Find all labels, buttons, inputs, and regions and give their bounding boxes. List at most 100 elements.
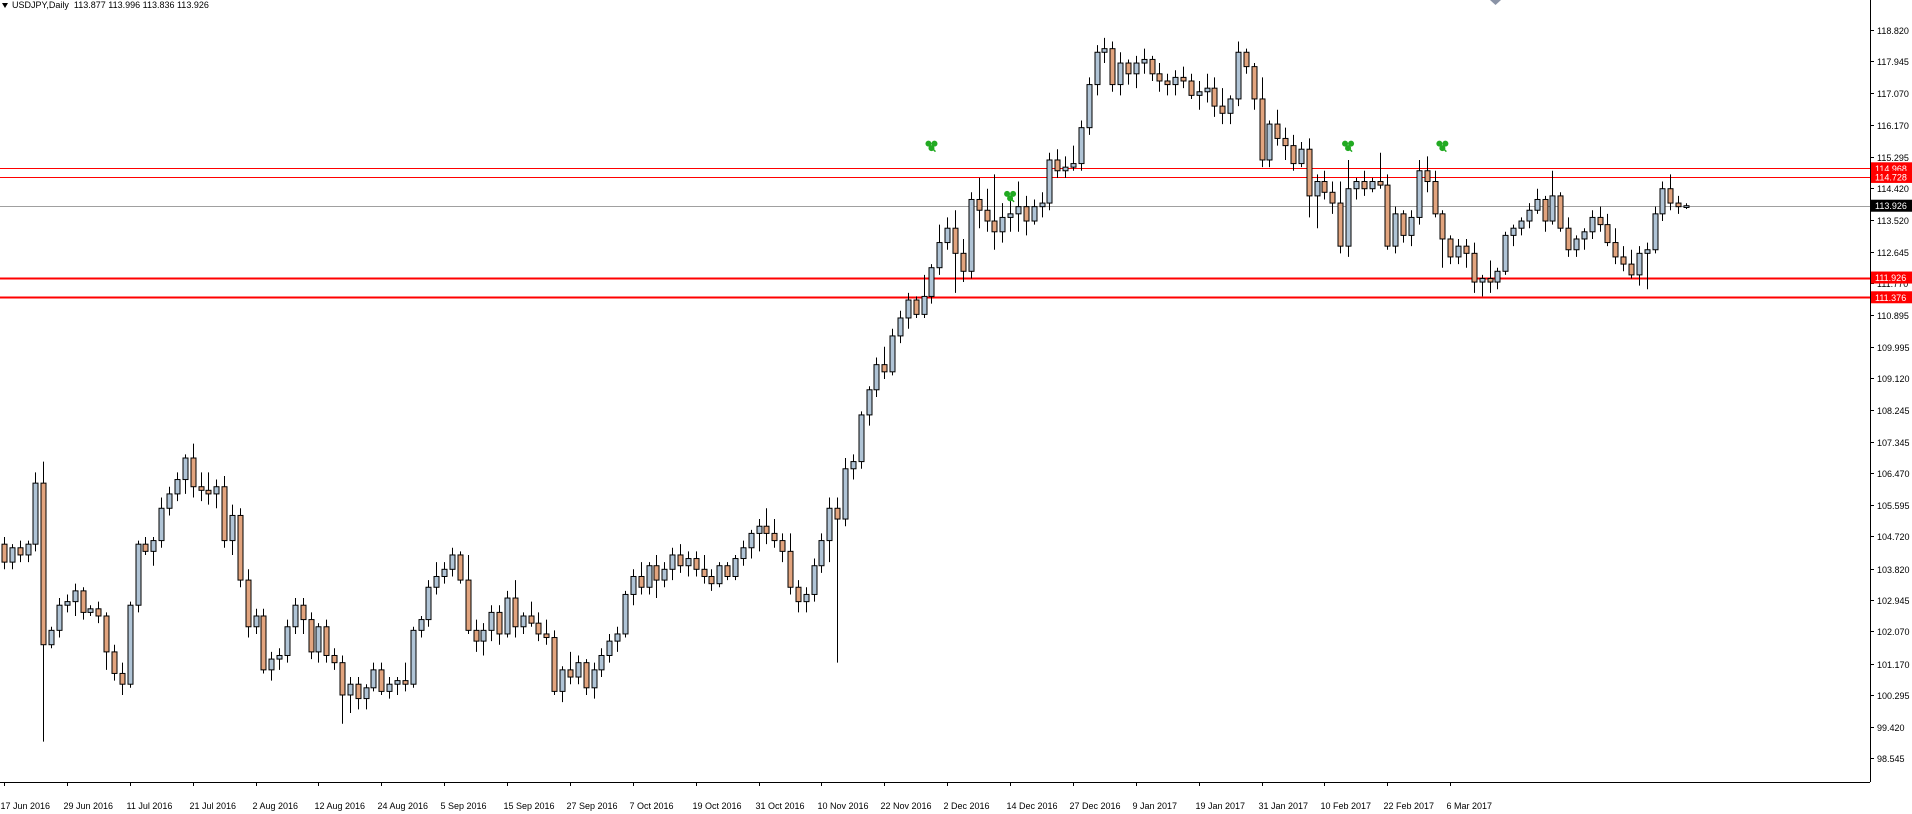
candle-body	[842, 468, 849, 520]
candle	[591, 662, 598, 699]
candle	[1094, 45, 1101, 96]
candle	[1274, 109, 1281, 146]
candle-body	[1345, 188, 1352, 247]
candle	[575, 655, 582, 685]
scroll-marker-icon[interactable]	[1490, 0, 1501, 5]
candle-body	[1581, 231, 1588, 240]
candle-body	[32, 482, 39, 545]
clover-marker-icon	[1342, 140, 1355, 153]
candle	[1487, 260, 1494, 293]
candle	[787, 533, 794, 595]
x-tick-label: 21 Jul 2016	[190, 801, 237, 811]
candle-body	[873, 364, 880, 391]
candle-body	[378, 669, 385, 692]
candle-body	[976, 198, 983, 211]
candle	[693, 551, 700, 577]
candle-body	[551, 637, 558, 692]
candle-body	[724, 565, 731, 577]
x-tick-label: 14 Dec 2016	[1007, 801, 1058, 811]
candle	[323, 619, 330, 663]
candle-body	[520, 615, 527, 628]
candle	[1439, 210, 1446, 268]
candle-body	[473, 629, 480, 642]
candle	[614, 626, 621, 652]
candle	[111, 644, 118, 681]
candle	[284, 619, 291, 663]
candle	[811, 558, 818, 602]
clover-leaf	[1342, 140, 1349, 147]
candle	[1117, 52, 1124, 96]
candle	[158, 497, 165, 548]
candle	[677, 544, 684, 573]
candle	[897, 310, 904, 344]
candle	[630, 569, 637, 606]
candle-body	[1573, 238, 1580, 251]
candle-body	[779, 540, 786, 552]
candle-body	[1432, 181, 1439, 215]
candle-body	[323, 626, 330, 656]
candle-body	[1439, 213, 1446, 240]
candle-body	[268, 658, 275, 671]
candle	[245, 569, 252, 638]
chart-menu-icon[interactable]	[2, 3, 8, 9]
candle-body	[370, 669, 377, 689]
candle	[1290, 134, 1297, 171]
clover-leaf	[1004, 190, 1011, 197]
candle-body	[1243, 51, 1250, 68]
candles-layer	[1, 37, 1690, 742]
x-tick-label: 12 Aug 2016	[315, 801, 366, 811]
candle	[976, 177, 983, 229]
candle	[528, 601, 535, 627]
candle	[763, 508, 770, 545]
candle-body	[425, 586, 432, 621]
candle	[543, 619, 550, 645]
candle-body	[1502, 234, 1509, 272]
clover-leaf	[1348, 140, 1355, 147]
y-tick-label: 104.720	[1877, 532, 1910, 542]
candle	[583, 659, 590, 695]
candle	[292, 598, 299, 634]
candle	[567, 651, 574, 685]
candle-body	[1534, 198, 1541, 211]
candle	[166, 486, 173, 516]
candle	[1101, 37, 1108, 64]
candle	[1644, 242, 1651, 290]
candle-body	[386, 683, 393, 692]
candle-body	[850, 461, 857, 470]
candle	[32, 472, 39, 552]
candle	[653, 554, 660, 599]
candle	[48, 626, 55, 649]
candle-body	[190, 457, 197, 488]
candle	[87, 605, 94, 616]
candle-body	[559, 669, 566, 692]
current-price-label: 113.926	[1871, 199, 1912, 212]
y-tick-label: 103.820	[1877, 565, 1910, 575]
candle-body	[213, 486, 220, 495]
x-tick-label: 29 Jun 2016	[64, 801, 114, 811]
y-tick-label: 105.595	[1877, 501, 1910, 511]
candle-body	[535, 622, 542, 635]
candle-body	[1604, 224, 1611, 244]
candle	[1054, 149, 1061, 178]
candle	[1392, 206, 1399, 254]
candle-body	[1172, 76, 1179, 86]
y-tick-label: 115.295	[1877, 153, 1909, 163]
candle-body	[653, 565, 660, 581]
candle-body	[1471, 252, 1478, 283]
candle-body	[732, 558, 739, 577]
candle-body	[1290, 145, 1297, 165]
candle	[1329, 181, 1336, 214]
candle-body	[1549, 195, 1556, 222]
candle-body	[1683, 205, 1690, 208]
y-tick-label: 116.170	[1877, 121, 1909, 131]
candle	[913, 296, 920, 318]
candle-body	[1164, 80, 1171, 86]
candle	[1526, 203, 1533, 229]
candle	[1510, 224, 1517, 247]
candle-body	[944, 227, 951, 244]
candle	[535, 612, 542, 642]
candle	[9, 544, 16, 570]
candle	[1502, 231, 1509, 275]
level-price-label-bg	[1871, 271, 1912, 284]
